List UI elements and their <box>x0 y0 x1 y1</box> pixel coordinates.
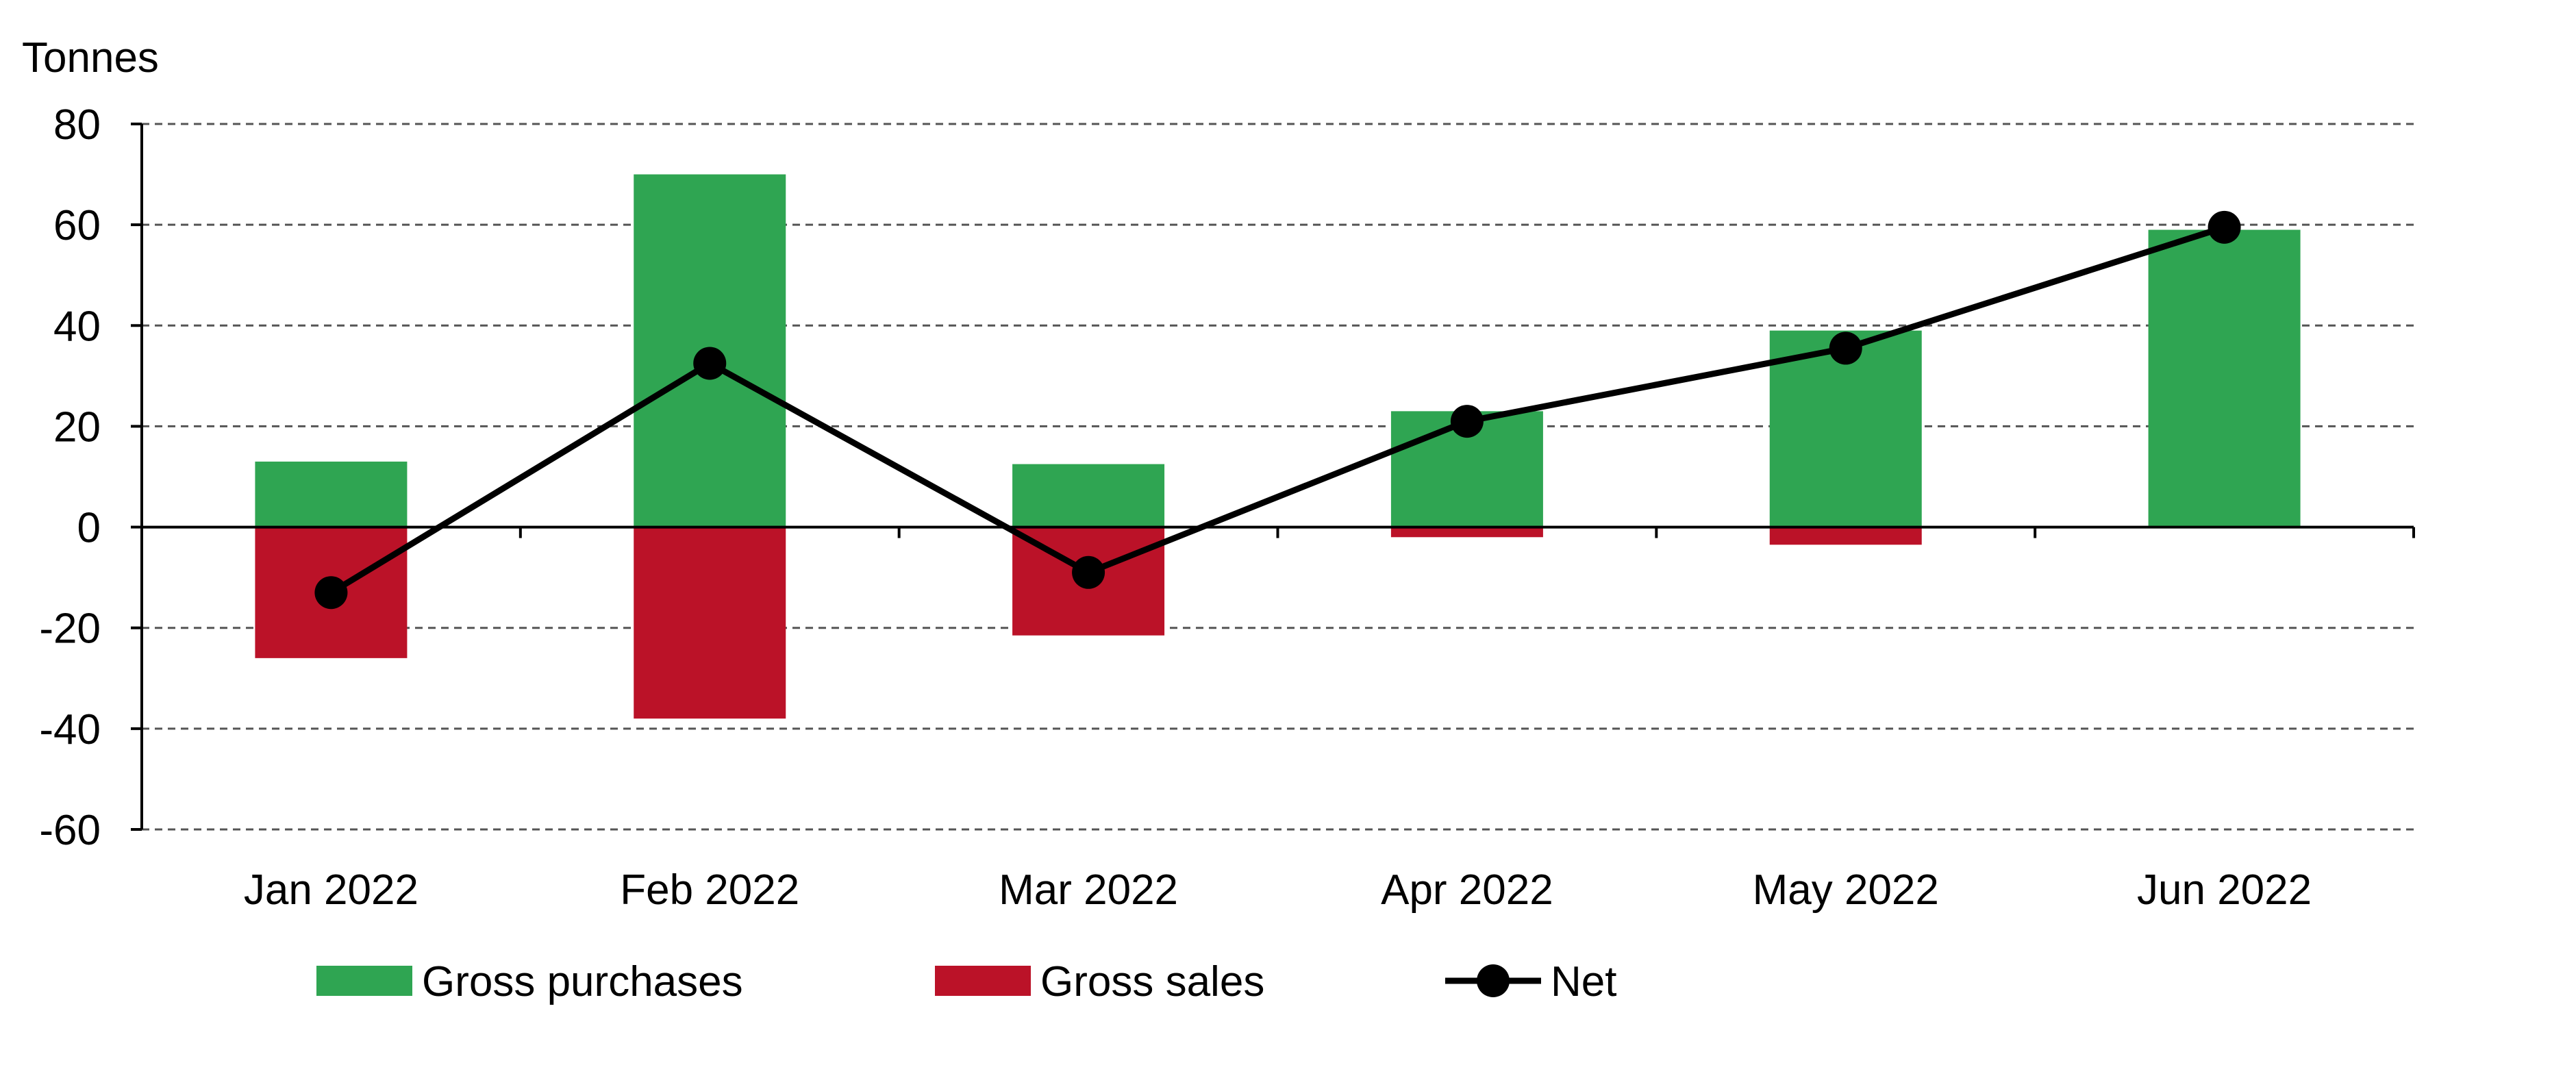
y-tick-label-0: 0 <box>77 505 101 552</box>
legend-label-gross-sales: Gross sales <box>1040 958 1264 1005</box>
y-tick-label-80: 80 <box>53 101 101 149</box>
y-tick-label-60: -60 <box>39 807 101 854</box>
bar-gross-sales-feb-2022 <box>634 527 786 719</box>
net-point-apr-2022 <box>1450 405 1484 438</box>
x-tick-label-apr-2022: Apr 2022 <box>1381 866 1553 914</box>
axes <box>131 123 2415 831</box>
tick-labels: 80 60 40 20 0 -20 -40 -60 Jan 2022 Feb 2022 Mar 20… <box>39 101 2312 914</box>
y-tick-label-20: 20 <box>53 403 101 451</box>
net-point-mar-2022 <box>1072 555 1105 589</box>
legend-label-gross-purchases: Gross purchases <box>422 958 743 1005</box>
y-unit-label: Tonnes <box>22 34 159 82</box>
x-tick-label-feb-2022: Feb 2022 <box>620 866 799 914</box>
bar-gross-sales-may-2022 <box>1769 527 1922 545</box>
y-tick-label-40: -40 <box>39 706 101 753</box>
legend-swatch-gross-sales <box>935 966 1031 996</box>
y-tick-label-20: -20 <box>39 605 101 653</box>
legend-marker-net <box>1477 964 1510 997</box>
bars <box>255 174 2301 719</box>
x-tick-label-mar-2022: Mar 2022 <box>999 866 1178 914</box>
gridlines <box>142 123 2414 831</box>
y-tick-label-40: 40 <box>53 303 101 350</box>
net-line <box>329 224 2225 596</box>
x-tick-label-jan-2022: Jan 2022 <box>244 866 418 914</box>
net-point-feb-2022 <box>693 347 727 380</box>
x-tick-label-jun-2022: Jun 2022 <box>2137 866 2312 914</box>
bar-gross-purchases-jun-2022 <box>2148 229 2301 527</box>
legend: Gross purchases Gross sales Net <box>316 958 1616 1005</box>
bar-gross-purchases-mar-2022 <box>1012 464 1165 527</box>
net-point-may-2022 <box>1829 331 1862 365</box>
x-tick-label-may-2022: May 2022 <box>1753 866 1939 914</box>
bar-gross-purchases-jan-2022 <box>255 461 408 527</box>
bar-gross-sales-apr-2022 <box>1390 527 1543 538</box>
net-point-jan-2022 <box>314 576 348 610</box>
y-tick-label-60: 60 <box>53 202 101 249</box>
legend-label-net: Net <box>1551 958 1616 1005</box>
legend-swatch-gross-purchases <box>316 966 412 996</box>
net-line-series <box>314 210 2241 610</box>
net-point-jun-2022 <box>2208 210 2241 244</box>
